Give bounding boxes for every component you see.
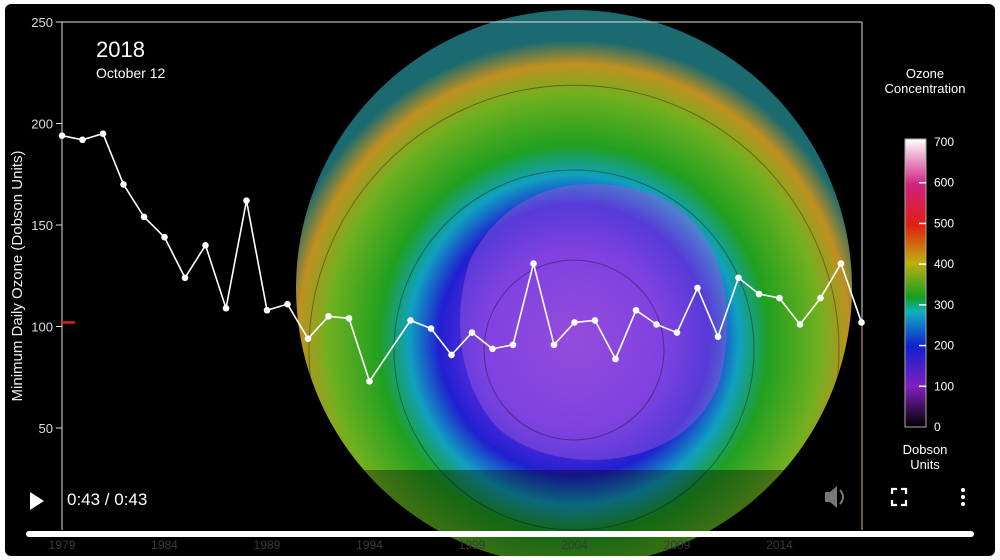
data-point-1984 — [161, 233, 168, 241]
x-tick-label: 2009 — [664, 538, 691, 552]
data-point-1982 — [120, 181, 127, 188]
y-tick-label: 100 — [31, 320, 53, 335]
data-point-1983 — [140, 213, 148, 221]
data-point-2018 — [858, 319, 865, 326]
data-point-2011 — [714, 333, 722, 340]
data-point-2009 — [673, 329, 681, 336]
data-point-1993 — [345, 315, 353, 322]
data-point-2008 — [653, 321, 660, 328]
more-options-button[interactable] — [961, 488, 965, 506]
data-point-1996 — [407, 317, 414, 324]
colorbar-tick-label: 500 — [934, 216, 954, 230]
x-tick-label: 1979 — [49, 538, 76, 552]
data-point-1988 — [243, 197, 250, 204]
x-tick-label: 1999 — [459, 538, 486, 552]
video-player[interactable]: 50 100 150 200 250 1979 1984 1989 1994 1999 2004 2… — [5, 4, 995, 556]
data-point-1979 — [58, 132, 66, 139]
data-point-1986 — [202, 242, 209, 249]
data-point-1998 — [448, 351, 455, 359]
time-display: 0:43 / 0:43 — [67, 490, 148, 509]
data-point-2010 — [694, 284, 701, 292]
data-point-1997 — [427, 325, 435, 332]
colorbar-tick-label: 200 — [934, 339, 954, 353]
progress-bar[interactable] — [26, 531, 974, 537]
data-point-1985 — [181, 274, 189, 282]
colorbar-gradient — [904, 138, 927, 428]
data-point-1980 — [79, 136, 86, 144]
data-point-2005 — [591, 317, 599, 324]
data-point-1987 — [222, 304, 230, 312]
y-tick-label: 200 — [31, 117, 53, 132]
controls-scrim — [5, 470, 995, 556]
data-point-1999 — [468, 329, 476, 336]
data-point-1990 — [284, 300, 291, 308]
data-point-2006 — [612, 355, 619, 363]
colorbar-tick-label: 400 — [934, 257, 954, 271]
globe-gridlines — [308, 84, 840, 556]
chart-axes — [61, 21, 863, 530]
data-point-2015 — [796, 321, 804, 328]
volume-button[interactable] — [825, 486, 844, 508]
data-point-1989 — [263, 306, 271, 314]
data-point-2013 — [755, 290, 763, 298]
play-button[interactable] — [27, 490, 47, 512]
colorbar: Ozone Concentration 0 100 200 300 400 500 600 7… — [885, 66, 966, 472]
ozone-globe — [296, 10, 852, 556]
colorbar-tick-label: 0 — [934, 420, 941, 434]
data-point-2000 — [489, 345, 496, 353]
colorbar-unit: Dobson — [903, 442, 948, 457]
data-point-2004 — [571, 319, 578, 326]
y-tick-label: 250 — [31, 15, 53, 30]
x-tick-label: 2014 — [766, 538, 793, 552]
colorbar-tick-label: 600 — [934, 176, 954, 190]
fullscreen-icon[interactable] — [890, 487, 908, 507]
ozone-chart: 50 100 150 200 250 1979 1984 1989 1994 1999 2004 2… — [5, 10, 995, 556]
data-point-2007 — [632, 306, 640, 314]
colorbar-tick-label: 700 — [934, 135, 954, 149]
colorbar-tick-label: 300 — [934, 298, 954, 312]
x-tick-label: 1994 — [356, 538, 383, 552]
play-icon[interactable] — [30, 492, 44, 510]
data-point-1994 — [366, 378, 373, 385]
x-tick-label: 2004 — [561, 538, 588, 552]
data-point-2014 — [776, 294, 783, 302]
x-tick-label: 1984 — [151, 538, 178, 552]
colorbar-tick-label: 100 — [934, 379, 954, 393]
y-axis-label: Minimum Daily Ozone (Dobson Units) — [9, 151, 26, 402]
colorbar-title: Concentration — [885, 81, 966, 96]
overlay-year: 2018 — [96, 37, 145, 62]
more-vert-icon[interactable] — [961, 488, 965, 492]
data-point-2012 — [735, 274, 742, 282]
data-point-1981 — [99, 130, 107, 137]
fullscreen-button[interactable] — [890, 487, 908, 507]
data-point-2017 — [837, 260, 845, 267]
colorbar-title: Ozone — [906, 66, 944, 81]
data-point-2016 — [817, 294, 824, 302]
y-tick-label: 50 — [39, 421, 53, 436]
volume-icon[interactable] — [825, 486, 837, 508]
colorbar-unit: Units — [910, 457, 940, 472]
data-point-1992 — [325, 313, 332, 320]
data-point-2001 — [509, 341, 517, 349]
data-point-2002 — [530, 260, 537, 267]
y-tick-label: 150 — [31, 218, 53, 233]
data-point-1991 — [304, 335, 312, 342]
data-point-2003 — [550, 341, 558, 349]
x-tick-label: 1989 — [254, 538, 281, 552]
overlay-date: October 12 — [96, 65, 165, 81]
